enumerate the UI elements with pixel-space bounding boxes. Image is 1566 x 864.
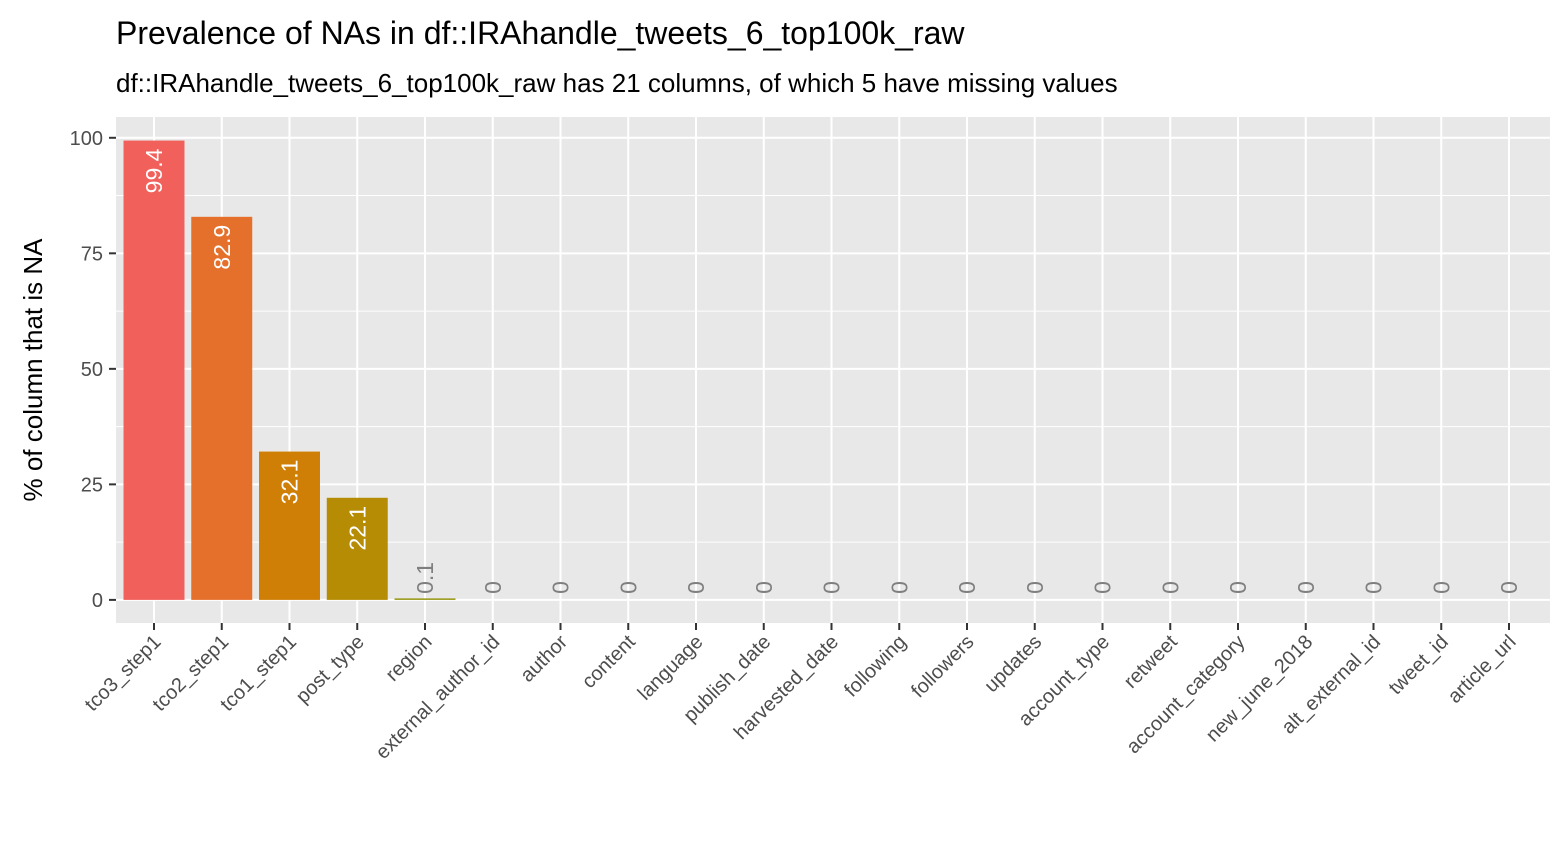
x-tick-label: account_category <box>1122 631 1249 758</box>
y-tick-label: 0 <box>92 590 103 612</box>
x-tick-label: updates <box>980 631 1046 697</box>
bar-value-label: 0 <box>1225 581 1251 594</box>
bar-value-label: 0 <box>615 581 641 594</box>
bar-value-label: 0 <box>1428 581 1454 594</box>
bar-value-label: 0 <box>1090 581 1116 594</box>
bar-value-label: 0 <box>751 581 777 594</box>
bar-value-label: 0 <box>548 581 574 594</box>
y-tick-label: 100 <box>70 128 103 150</box>
bar <box>259 451 320 600</box>
y-axis-title: % of column that is NA <box>18 238 48 502</box>
bar-value-label: 0 <box>1157 581 1183 594</box>
bar-value-label: 0 <box>480 581 506 594</box>
x-tick-label: content <box>578 631 640 693</box>
x-tick-label: following <box>840 631 911 702</box>
chart-title: Prevalence of NAs in df::IRAhandle_tweet… <box>116 15 965 51</box>
bar-value-label: 0 <box>1293 581 1319 594</box>
bar-value-label: 0 <box>819 581 845 594</box>
bar-value-label: 99.4 <box>141 148 167 193</box>
bar <box>394 598 456 600</box>
bar-value-label: 0 <box>683 581 709 594</box>
bar <box>326 497 388 600</box>
bar-value-label: 0 <box>954 581 980 594</box>
bars <box>123 140 456 600</box>
bar-value-labels: 99.4 82.9 32.1 22.1 0.1 0 0 0 0 0 0 0 0 0 0 0 0 0 0 0 0 <box>141 148 1522 594</box>
x-tick-label: region <box>382 631 437 686</box>
x-tick-label: author <box>516 631 572 687</box>
bar-value-label: 0 <box>1496 581 1522 594</box>
x-tick-label: retweet <box>1120 631 1182 693</box>
bar <box>191 216 253 600</box>
bar-value-label: 0.1 <box>412 562 438 594</box>
bar <box>123 140 185 600</box>
bar-value-label: 0 <box>1022 581 1048 594</box>
chart-subtitle: df::IRAhandle_tweets_6_top100k_raw has 2… <box>116 68 1118 98</box>
x-tick-label: tweet_id <box>1385 631 1453 699</box>
x-tick-label: followers <box>907 631 978 702</box>
bar-value-label: 22.1 <box>344 506 370 551</box>
y-tick-label: 75 <box>81 243 103 265</box>
y-tick-label: 50 <box>81 359 103 381</box>
bar-value-label: 32.1 <box>277 460 303 505</box>
x-tick-label: article_url <box>1444 631 1521 708</box>
x-tick-label: external_author_id <box>372 631 505 764</box>
bar-value-label: 0 <box>886 581 912 594</box>
y-axis: 0 25 50 75 100 <box>70 128 116 612</box>
bar-value-label: 0 <box>1361 581 1387 594</box>
bar-value-label: 82.9 <box>209 225 235 270</box>
y-tick-label: 25 <box>81 474 103 496</box>
x-tick-label: post_type <box>292 631 369 708</box>
